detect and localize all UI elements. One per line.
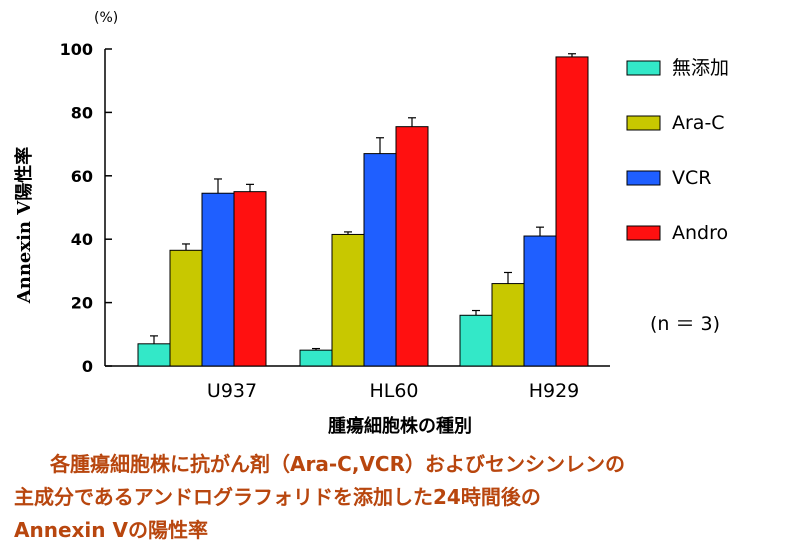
bar-H929-Andro bbox=[555, 56, 589, 367]
bar-HL60-Ara-C bbox=[331, 233, 365, 367]
legend-label: Andro bbox=[672, 222, 728, 244]
y-axis-title: Annexin V陽性率 bbox=[13, 147, 35, 304]
bar-H929-Ara-C bbox=[491, 283, 525, 367]
error-bars bbox=[150, 53, 576, 351]
y-unit-label: (%) bbox=[94, 10, 118, 26]
legend: 無添加 Ara-C VCR Andro bbox=[626, 57, 729, 244]
axes: 0 20 40 60 80 100 U937 HL60 H929 bbox=[60, 40, 610, 402]
bar-HL60-無添加 bbox=[299, 349, 333, 367]
bars bbox=[137, 56, 589, 367]
x-category-label: H929 bbox=[529, 380, 580, 402]
legend-swatch bbox=[626, 225, 661, 241]
y-tick-label: 100 bbox=[60, 40, 93, 59]
legend-swatch bbox=[626, 60, 661, 76]
caption-line-2: 主成分であるアンドログラフォリドを添加した24時間後の bbox=[14, 485, 541, 509]
bar-U937-VCR bbox=[201, 192, 235, 367]
y-tick-label: 80 bbox=[71, 103, 93, 122]
legend-label: VCR bbox=[672, 167, 711, 189]
bar-U937-Ara-C bbox=[169, 249, 203, 367]
bar-H929-無添加 bbox=[459, 314, 493, 367]
y-tick-label: 40 bbox=[71, 230, 93, 249]
caption-line-1: 各腫瘍細胞株に抗がん剤（Ara-C,VCR）およびセンシンレンの bbox=[50, 452, 625, 476]
legend-swatch bbox=[626, 115, 661, 131]
chart: 0 20 40 60 80 100 U937 HL60 H929 無添加 Ara-C VCR Andr… bbox=[13, 10, 729, 437]
bar-HL60-VCR bbox=[363, 153, 397, 367]
sample-size-annotation: (n ＝ 3) bbox=[650, 313, 720, 335]
bar-U937-Andro bbox=[233, 191, 267, 367]
x-axis-title: 腫瘍細胞株の種別 bbox=[328, 415, 472, 437]
legend-swatch bbox=[626, 170, 661, 186]
legend-label: 無添加 bbox=[672, 57, 729, 79]
legend-label: Ara-C bbox=[672, 112, 725, 134]
bar-U937-無添加 bbox=[137, 343, 171, 367]
y-tick-label: 20 bbox=[71, 294, 93, 313]
bar-HL60-Andro bbox=[395, 126, 429, 367]
y-tick-label: 60 bbox=[71, 167, 93, 186]
figure-caption: 各腫瘍細胞株に抗がん剤（Ara-C,VCR）およびセンシンレンの 主成分であるア… bbox=[14, 448, 794, 547]
y-tick-label: 0 bbox=[82, 357, 93, 376]
x-category-label: U937 bbox=[207, 380, 257, 402]
caption-line-3: Annexin Vの陽性率 bbox=[14, 518, 208, 542]
bar-H929-VCR bbox=[523, 235, 557, 367]
x-category-label: HL60 bbox=[369, 380, 418, 402]
